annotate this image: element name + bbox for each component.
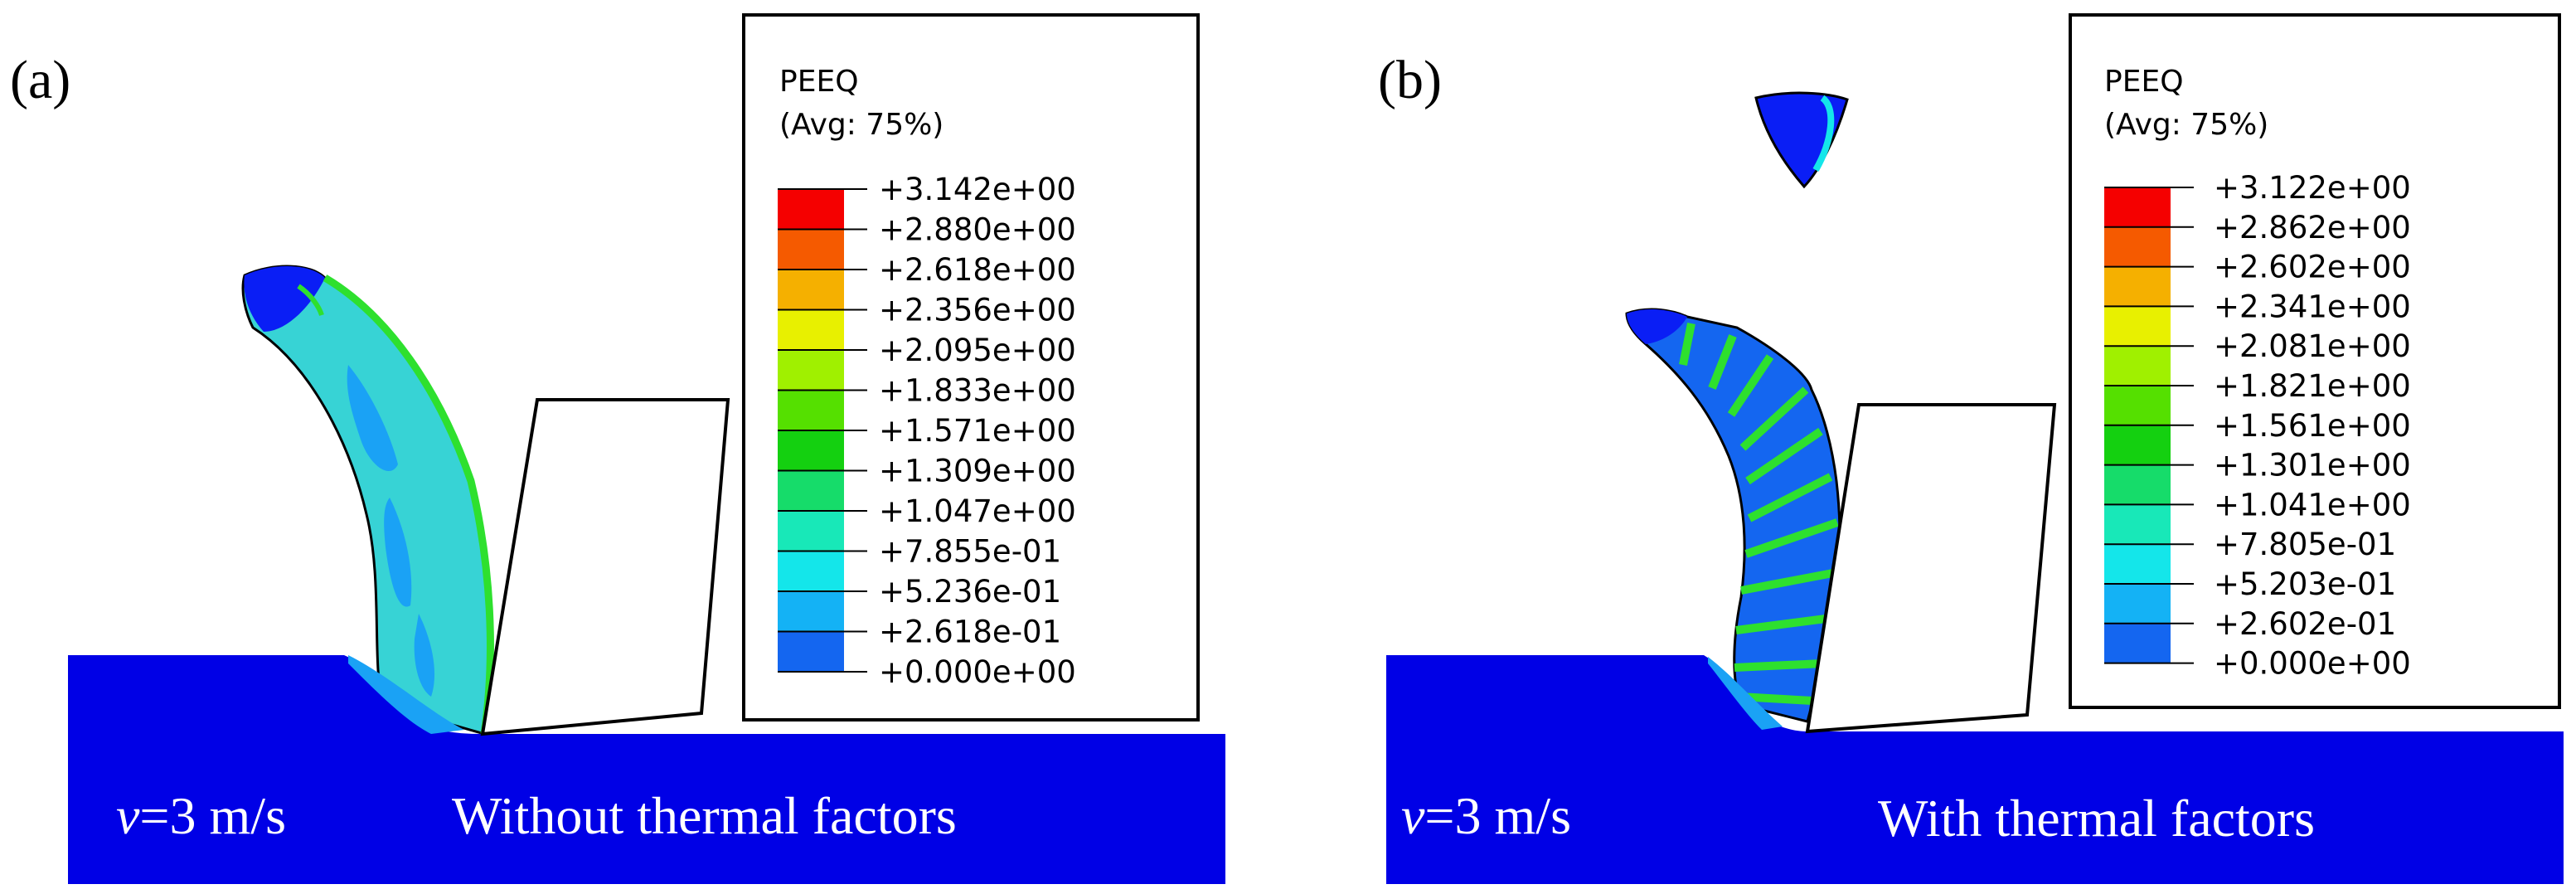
legend-color-band [778,350,844,391]
legend-tick-label: +1.833e+00 [879,373,1076,409]
panel-b-shear-band [1727,354,1774,417]
legend-tick-label: +5.203e-01 [2214,566,2396,602]
legend-tick-label: +2.880e+00 [879,212,1076,248]
legend-color-band [778,430,844,471]
panel-b-legend-subtitle: (Avg: 75%) [2104,108,2268,142]
panel-b-shear-band [1708,334,1737,390]
panel-a-workpiece [68,655,1225,884]
legend-tick-label: +2.862e+00 [2214,210,2411,245]
legend-tick-label: +2.618e-01 [879,615,1061,650]
legend-color-band [778,551,844,591]
panel-a-label: (a) [10,50,70,110]
legend-tick-label: +1.309e+00 [879,454,1076,489]
legend-color-band [778,511,844,551]
panel-a-legend-subtitle: (Avg: 75%) [779,108,944,142]
legend-color-band [778,270,844,310]
panel-a-condition-label: Without thermal factors [452,786,957,845]
panel-a-velocity-symbol: v [116,786,140,845]
panel-b-velocity-label: v=3 m/s [1401,786,1571,845]
panel-a-legend-title: PEEQ [779,65,859,99]
panel-b-shear-band [1739,386,1809,451]
panel-a-chip-tip [244,266,325,332]
panel-b-shear-band [1679,323,1696,366]
legend-color-band [2104,623,2171,663]
panel-b-shear-band [1734,659,1823,672]
panel-a-velocity-label: v=3 m/s [116,786,286,845]
legend-color-band [2104,425,2171,465]
panel-a-color-legend: +3.142e+00 +2.880e+00 +2.618e+00 +2.356e+00… [778,172,1076,690]
panel-b-legend-title: PEEQ [2104,65,2184,99]
legend-color-band [2104,544,2171,584]
legend-color-band [2104,584,2171,624]
legend-color-band [778,229,844,270]
panel-b-chip-fragment [1754,91,1849,189]
panel-b-chip [1625,308,1841,723]
legend-color-band [2104,306,2171,347]
legend-color-band [2104,226,2171,267]
legend-tick-label: +0.000e+00 [879,654,1076,690]
panel-a-chip-patch-3 [414,614,435,697]
panel-b: (b) PEEQ (Avg: 75%) [1378,13,2564,884]
legend-color-band [778,189,844,230]
legend-tick-label: +2.341e+00 [2214,289,2411,324]
legend-tick-label: +2.618e+00 [879,252,1076,288]
legend-tick-label: +2.081e+00 [2214,328,2411,364]
legend-tick-label: +2.095e+00 [879,333,1076,368]
panel-b-shear-band [1744,518,1839,558]
panel-b-color-legend: +3.122e+00 +2.862e+00 +2.602e+00 +2.341e+00… [2104,170,2411,682]
panel-b-workpiece-zone [1708,657,1783,730]
legend-color-band [778,470,844,511]
panel-b-shear-band [1745,427,1823,485]
panel-a-shear-band [323,275,494,735]
legend-color-band [778,309,844,350]
legend-color-band [2104,346,2171,386]
legend-color-band [2104,464,2171,505]
panel-a-chip-contact-edge [297,284,324,317]
legend-tick-label: +7.805e-01 [2214,527,2396,562]
legend-tick-label: +1.301e+00 [2214,448,2411,483]
panel-b-cutting-tool [1805,403,2057,734]
legend-tick-label: +1.821e+00 [2214,368,2411,404]
panel-b-shear-band [1740,568,1838,595]
legend-tick-label: +7.855e-01 [879,534,1061,570]
legend-color-band [778,390,844,430]
panel-a-workpiece-zone [348,655,464,734]
legend-color-band [2104,187,2171,227]
panel-b-label: (b) [1378,50,1442,110]
legend-tick-label: +1.571e+00 [879,413,1076,449]
panel-a-chip [241,265,494,736]
panel-b-chip-tip [1627,309,1687,344]
panel-b-condition-label: With thermal factors [1878,789,2315,848]
legend-tick-label: +3.142e+00 [879,172,1076,207]
legend-color-band [2104,504,2171,545]
legend-color-band [2104,386,2171,425]
panel-b-velocity-value: =3 m/s [1424,786,1571,845]
panel-a-velocity-value: =3 m/s [139,786,286,845]
legend-tick-label: +2.356e+00 [879,293,1076,328]
legend-color-band [778,591,844,632]
legend-tick-label: +1.041e+00 [2214,487,2411,522]
legend-tick-label: +2.602e+00 [2214,250,2411,285]
panel-b-chip-fragment-edge [1812,95,1835,172]
legend-tick-label: +5.236e-01 [879,574,1061,610]
legend-color-band [2104,266,2171,307]
panel-a-chip-patch-1 [347,365,398,472]
panel-b-shear-band [1735,614,1833,634]
panel-a-cutting-tool [480,398,730,736]
panel-a-chip-patch-2 [384,498,412,607]
legend-tick-label: +1.047e+00 [879,493,1076,529]
panel-b-shear-band [1747,473,1833,522]
legend-tick-label: +1.561e+00 [2214,408,2411,444]
legend-color-band [778,631,844,672]
legend-tick-label: +2.602e-01 [2214,606,2396,642]
panel-b-velocity-symbol: v [1401,786,1425,845]
panel-a: (a) PEEQ (Avg: 75%) +3.142e+00 +2.880e+00… [10,13,1225,884]
legend-tick-label: +3.122e+00 [2214,170,2411,206]
legend-tick-label: +0.000e+00 [2214,646,2411,682]
panel-b-workpiece [1386,655,2564,884]
